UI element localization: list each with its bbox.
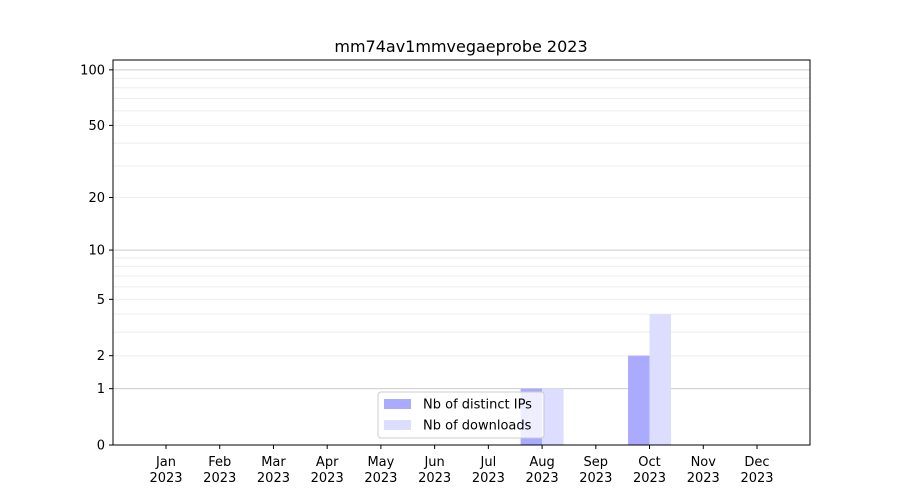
x-tick-label: Jul 2023 (472, 455, 505, 486)
legend: Nb of distinct IPs Nb of downloads (377, 391, 545, 439)
x-tick-label: Aug 2023 (526, 455, 559, 486)
y-tick-label: 1 (97, 382, 105, 397)
bar-distinct-ips (628, 355, 650, 445)
legend-box (377, 391, 545, 439)
x-tick-label: Feb 2023 (203, 455, 236, 486)
x-tick-label: Mar 2023 (257, 455, 290, 486)
legend-label: Nb of distinct IPs (423, 398, 532, 413)
y-tick-label: 20 (88, 191, 105, 206)
y-tick-label: 10 (88, 244, 105, 259)
y-tick-label: 100 (80, 63, 105, 78)
legend-swatch (384, 399, 411, 409)
bar-downloads (649, 314, 672, 445)
x-tick-label: Apr 2023 (311, 455, 344, 486)
x-tick-label: Dec 2023 (740, 455, 773, 486)
x-tick-label: Jun 2023 (418, 455, 451, 486)
y-tick-label: 2 (97, 349, 105, 364)
y-tick-label: 50 (88, 119, 105, 134)
legend-label: Nb of downloads (423, 419, 532, 434)
x-tick-label: Jan 2023 (149, 455, 182, 486)
plot-frame (112, 59, 811, 446)
x-tick-label: Sep 2023 (579, 455, 612, 486)
x-tick-label: Nov 2023 (687, 455, 720, 486)
bar-downloads (542, 388, 564, 445)
x-tick-label: May 2023 (364, 455, 397, 486)
legend-swatch (384, 420, 411, 430)
y-tick-label: 5 (97, 293, 105, 308)
chart-title: mm74av1mmvegaeprobe 2023 (334, 37, 587, 56)
x-tick-label: Oct 2023 (633, 455, 666, 486)
y-tick-label: 0 (97, 439, 105, 454)
